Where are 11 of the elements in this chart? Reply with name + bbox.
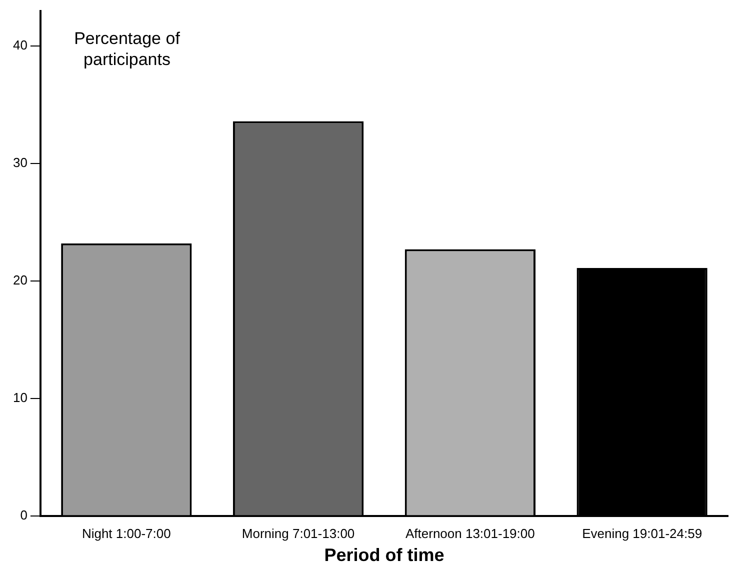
x-tick-label: Night 1:00-7:00 — [82, 526, 171, 542]
y-tick-label: 20 — [12, 272, 28, 288]
y-tick-label: 10 — [12, 390, 28, 405]
y-tick-label: 40 — [12, 38, 28, 53]
x-tick-label: Morning 7:01-13:00 — [242, 526, 355, 542]
x-axis-title: Period of time — [324, 545, 444, 566]
y-tick-label: 0 — [20, 507, 28, 522]
x-tick-label: Evening 19:01-24:59 — [582, 526, 702, 542]
y-tick-label: 30 — [12, 155, 28, 170]
x-tick-label: Afternoon 13:01-19:00 — [405, 526, 535, 542]
y-axis-title: Percentage of participants — [73, 28, 181, 70]
